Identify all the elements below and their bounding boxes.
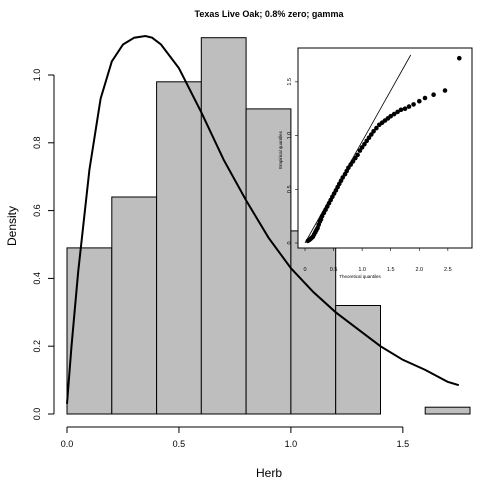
inset-x-tick-label: 1.5 bbox=[387, 267, 395, 273]
histogram-bar bbox=[156, 81, 202, 415]
inset-y-tick-label: 0.5 bbox=[287, 185, 293, 193]
fitted-curve-layer bbox=[66, 34, 460, 404]
qq-point bbox=[374, 125, 379, 131]
qq-points bbox=[305, 55, 462, 244]
qq-point bbox=[357, 148, 363, 153]
qq-point bbox=[402, 106, 408, 111]
qq-point bbox=[364, 138, 370, 144]
histogram-bars bbox=[66, 37, 471, 415]
qq-point bbox=[398, 107, 404, 113]
qq-point bbox=[431, 92, 436, 97]
histogram-bar bbox=[424, 406, 471, 415]
inset-x-ticks: 0 0.5 1.0 1.5 2.0 2.5 bbox=[303, 248, 452, 273]
inset-y-tick-label: 1.5 bbox=[287, 78, 293, 86]
inset-x-tick-label: 0.5 bbox=[330, 267, 338, 273]
qq-point bbox=[391, 111, 397, 117]
qq-point bbox=[350, 159, 356, 164]
qq-point bbox=[362, 141, 367, 147]
y-tick-label: 0.8 bbox=[32, 137, 42, 150]
qq-point bbox=[417, 98, 422, 104]
histogram-bar bbox=[66, 247, 113, 415]
inset-x-tick-label: 2.0 bbox=[415, 267, 423, 273]
inset-y-tick-label: 0 bbox=[287, 241, 293, 244]
main-histogram: 0.0 0.5 1.0 1.5 0.0 0.2 0.4 0.6 0.8 1.0 Herb Den… bbox=[5, 34, 471, 480]
inset-x-tick-label: 0 bbox=[303, 267, 306, 273]
y-tick-label: 1.0 bbox=[32, 69, 42, 82]
qq-point bbox=[340, 175, 346, 180]
histogram-bar bbox=[335, 305, 382, 415]
inset-y-label: Empirical quantiles bbox=[278, 130, 283, 169]
histogram-bar bbox=[111, 196, 158, 415]
inset-frame bbox=[297, 47, 473, 249]
qq-point bbox=[359, 145, 365, 150]
inset-y-tick-label: 1.0 bbox=[287, 132, 293, 140]
qq-point bbox=[388, 113, 394, 119]
qq-point bbox=[369, 132, 374, 137]
x-tick-label: 0.5 bbox=[173, 439, 186, 449]
qq-point bbox=[371, 129, 376, 134]
x-tick-label: 1.5 bbox=[397, 439, 410, 449]
qq-point bbox=[395, 109, 400, 115]
qq-point bbox=[406, 104, 412, 109]
histogram-bar bbox=[290, 230, 337, 415]
qq-point bbox=[346, 165, 351, 171]
x-tick-label: 0.0 bbox=[61, 439, 74, 449]
x-axis-label: Herb bbox=[256, 466, 282, 480]
y-axis-ticks: 0.0 0.2 0.4 0.6 0.8 1.0 bbox=[32, 69, 54, 421]
inset-x-tick-label: 1.0 bbox=[358, 267, 366, 273]
inset-y-ticks: 0 0.5 1.0 1.5 bbox=[287, 78, 298, 245]
qq-point bbox=[457, 55, 462, 61]
x-axis-ticks: 0.0 0.5 1.0 1.5 bbox=[61, 427, 409, 449]
qq-point bbox=[442, 88, 448, 93]
histogram-bar bbox=[245, 108, 292, 415]
qq-point bbox=[366, 135, 372, 140]
qq-point bbox=[355, 152, 360, 158]
y-tick-label: 0.0 bbox=[32, 408, 42, 421]
qq-point bbox=[348, 162, 354, 167]
y-tick-label: 0.4 bbox=[32, 272, 42, 285]
histogram-bar bbox=[200, 37, 247, 415]
x-tick-label: 1.0 bbox=[285, 439, 298, 449]
fitted-gamma-curve bbox=[66, 34, 460, 404]
y-axis-label: Density bbox=[5, 206, 19, 246]
qq-inset: 0 0.5 1.0 1.5 2.0 2.5 0 0.5 1.0 1.5 Theoretical … bbox=[278, 47, 473, 279]
inset-x-tick-label: 2.5 bbox=[444, 267, 452, 273]
y-tick-label: 0.2 bbox=[32, 340, 42, 353]
qq-point bbox=[422, 95, 428, 101]
qq-point bbox=[411, 102, 416, 107]
y-tick-label: 0.6 bbox=[32, 204, 42, 217]
qq-point bbox=[353, 155, 358, 161]
chart-title: Texas Live Oak; 0.8% zero; gamma bbox=[195, 9, 345, 19]
inset-x-label: Theoretical quantiles bbox=[339, 274, 381, 279]
